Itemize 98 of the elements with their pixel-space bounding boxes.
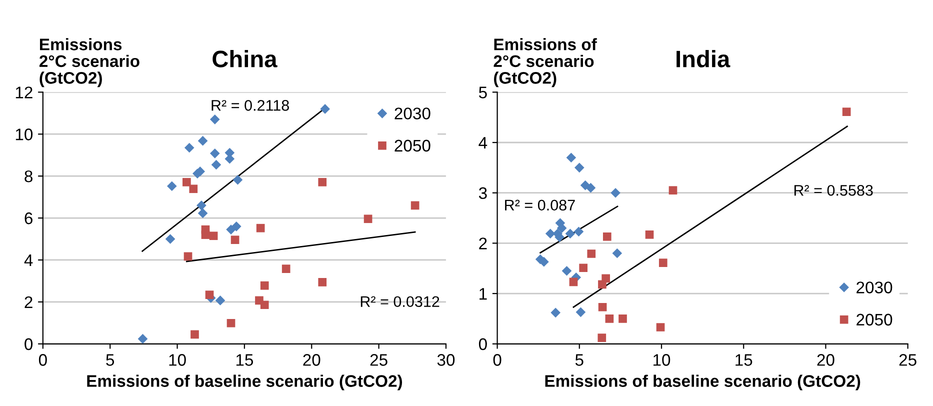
x-tick-label: 10 <box>654 354 670 366</box>
point <box>260 300 269 310</box>
point <box>189 184 198 194</box>
x-tick-label: 15 <box>736 354 752 366</box>
x-tick-label: 25 <box>899 354 916 366</box>
point <box>598 302 607 312</box>
x-tick-label: 30 <box>437 354 455 366</box>
y-tick-label: 1 <box>480 288 487 300</box>
chart-title: China <box>212 50 278 68</box>
point <box>605 314 614 323</box>
point <box>198 136 208 146</box>
point <box>556 223 567 233</box>
point <box>196 200 206 210</box>
y-tick-label: 4 <box>478 137 488 149</box>
x-tick-label: 15 <box>236 354 254 366</box>
point <box>610 188 620 198</box>
point <box>211 160 222 170</box>
point <box>658 258 668 267</box>
point <box>165 234 176 244</box>
point <box>215 296 226 306</box>
annotation: R² = 0.087 <box>505 200 575 211</box>
point <box>260 281 269 290</box>
point <box>586 182 596 193</box>
point <box>198 208 208 218</box>
legend-label: 2050 <box>394 140 430 152</box>
point <box>566 152 576 163</box>
point <box>598 280 606 289</box>
x-axis-title: Emissions of baseline scenario (GtCO2) <box>545 374 860 390</box>
point <box>645 230 654 239</box>
point <box>190 330 199 339</box>
point <box>320 104 330 114</box>
x-tick-label: 0 <box>38 354 47 366</box>
point <box>550 308 560 318</box>
point <box>201 230 210 239</box>
point <box>226 318 236 328</box>
y-tick-label: 5 <box>478 86 487 98</box>
y-axis-title: Emissions 2°C scenario (GtCO2) <box>39 38 140 88</box>
point <box>318 178 327 186</box>
x-tick-label: 20 <box>817 354 834 366</box>
point <box>562 266 572 276</box>
point <box>539 256 549 267</box>
y-tick-label: 10 <box>16 128 33 140</box>
y-tick-label: 3 <box>478 187 487 200</box>
x-tick-label: 0 <box>493 354 502 366</box>
point <box>209 232 218 240</box>
point <box>282 264 290 273</box>
y-axis-title: Emissions of 2°C scenario (GtCO2) <box>494 38 597 88</box>
point <box>205 290 214 299</box>
annotation: R² = 0.2118 <box>212 100 289 111</box>
x-tick-label: 20 <box>303 354 320 366</box>
legend-label: 2050 <box>856 314 892 326</box>
point <box>210 148 220 158</box>
y-tick-label: 12 <box>16 86 32 98</box>
x-tick-label: 25 <box>370 354 388 366</box>
x-tick-label: 5 <box>575 354 584 366</box>
point <box>545 228 556 239</box>
x-axis-title: Emissions of baseline scenario (GtCO2) <box>87 374 402 390</box>
point <box>138 334 148 344</box>
point <box>565 228 576 239</box>
y-tick-label: 0 <box>24 338 33 350</box>
y-tick-label: 2 <box>24 296 32 308</box>
point <box>574 162 584 173</box>
point <box>602 232 612 241</box>
point <box>656 323 665 332</box>
annotation: R² = 0.5583 <box>794 184 873 196</box>
point <box>598 334 606 342</box>
x-tick-label: 5 <box>106 354 114 366</box>
point <box>231 222 242 232</box>
y-tick-label: 4 <box>24 254 33 266</box>
point <box>184 252 192 261</box>
point <box>364 214 372 224</box>
point <box>230 236 240 244</box>
point <box>576 307 586 318</box>
point <box>612 248 622 258</box>
point <box>232 174 243 185</box>
point <box>668 186 678 194</box>
x-tick-label: 10 <box>169 354 186 366</box>
point <box>587 250 596 258</box>
point <box>182 178 191 186</box>
point <box>166 181 177 192</box>
y-tick-label: 6 <box>24 212 32 224</box>
point <box>618 314 627 323</box>
y-tick-label: 0 <box>478 338 487 350</box>
point <box>842 108 851 116</box>
y-tick-label: 2 <box>479 238 487 250</box>
point <box>569 278 578 286</box>
point <box>318 278 327 286</box>
point <box>574 226 584 237</box>
point <box>256 224 265 232</box>
point <box>579 264 588 272</box>
point <box>410 201 420 210</box>
point <box>184 142 194 153</box>
legend-label: 2030 <box>394 108 430 120</box>
point <box>210 114 220 124</box>
annotation: R² = 0.0312 <box>360 296 440 308</box>
chart-title: India <box>676 50 730 68</box>
y-tick-label: 8 <box>24 170 32 182</box>
legend-label: 2030 <box>856 282 892 294</box>
